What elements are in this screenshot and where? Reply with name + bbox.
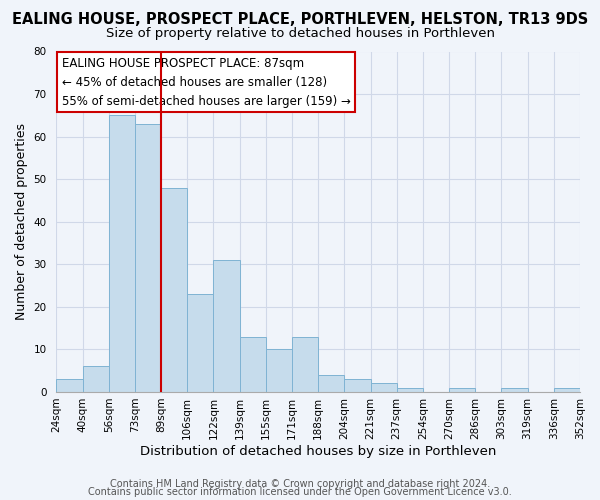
Bar — [109, 116, 135, 392]
Bar — [502, 388, 527, 392]
Bar — [344, 379, 371, 392]
Bar — [554, 388, 580, 392]
Bar — [318, 375, 344, 392]
Y-axis label: Number of detached properties: Number of detached properties — [15, 123, 28, 320]
Bar — [397, 388, 423, 392]
Bar — [83, 366, 109, 392]
X-axis label: Distribution of detached houses by size in Porthleven: Distribution of detached houses by size … — [140, 444, 496, 458]
Bar — [266, 350, 292, 392]
Text: EALING HOUSE PROSPECT PLACE: 87sqm
← 45% of detached houses are smaller (128)
55: EALING HOUSE PROSPECT PLACE: 87sqm ← 45%… — [62, 56, 350, 108]
Text: Contains public sector information licensed under the Open Government Licence v3: Contains public sector information licen… — [88, 487, 512, 497]
Bar — [187, 294, 214, 392]
Bar — [371, 384, 397, 392]
Text: Contains HM Land Registry data © Crown copyright and database right 2024.: Contains HM Land Registry data © Crown c… — [110, 479, 490, 489]
Bar — [135, 124, 161, 392]
Bar — [214, 260, 239, 392]
Bar — [239, 336, 266, 392]
Text: EALING HOUSE, PROSPECT PLACE, PORTHLEVEN, HELSTON, TR13 9DS: EALING HOUSE, PROSPECT PLACE, PORTHLEVEN… — [12, 12, 588, 28]
Bar — [292, 336, 318, 392]
Text: Size of property relative to detached houses in Porthleven: Size of property relative to detached ho… — [106, 28, 494, 40]
Bar — [449, 388, 475, 392]
Bar — [56, 379, 83, 392]
Bar — [161, 188, 187, 392]
